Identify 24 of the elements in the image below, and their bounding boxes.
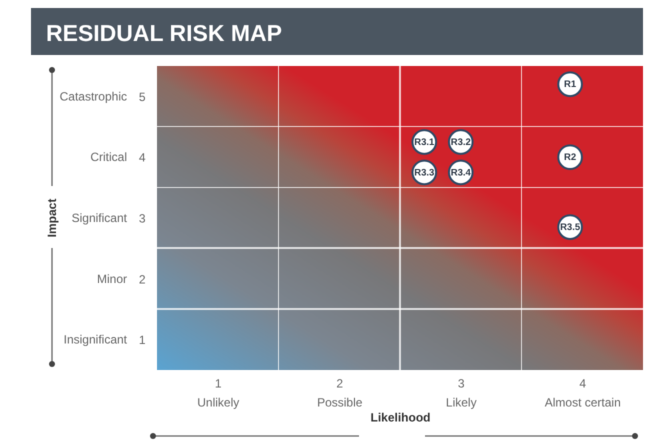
text: Catastrophic <box>60 89 127 104</box>
series-label: R2 <box>564 152 576 164</box>
y-tick-label: 3 <box>138 212 146 226</box>
chart-title: RESIDUAL RISK MAP <box>46 20 282 47</box>
text: Minor <box>96 272 127 286</box>
series-label: R1 <box>564 79 577 90</box>
x-tick-label: 1 Unlikely <box>197 376 240 410</box>
text: Significant <box>72 211 128 225</box>
series-label: R3.3 <box>414 167 434 178</box>
x-tick-label: 4 Almost certain <box>544 376 621 410</box>
x-tick-label: 3 Likely <box>446 376 477 410</box>
series-label: R3.1 <box>414 137 436 148</box>
y-tick-label: 4 <box>138 150 146 165</box>
y-tick-label: 5 <box>138 90 146 104</box>
text: Insignificant <box>64 332 128 347</box>
y-tick-label: 2 <box>138 272 146 286</box>
text: Impact <box>45 198 59 238</box>
x-tick-label: 2 Possible <box>317 376 363 410</box>
series-label: R3.4 <box>450 167 472 178</box>
series-label: R3.5 <box>560 222 581 234</box>
x-axis-title: Likelihood <box>370 410 430 424</box>
series-label: R3.2 <box>450 137 471 148</box>
y-tick-label: 1 <box>138 333 146 348</box>
text: Critical <box>90 150 127 164</box>
